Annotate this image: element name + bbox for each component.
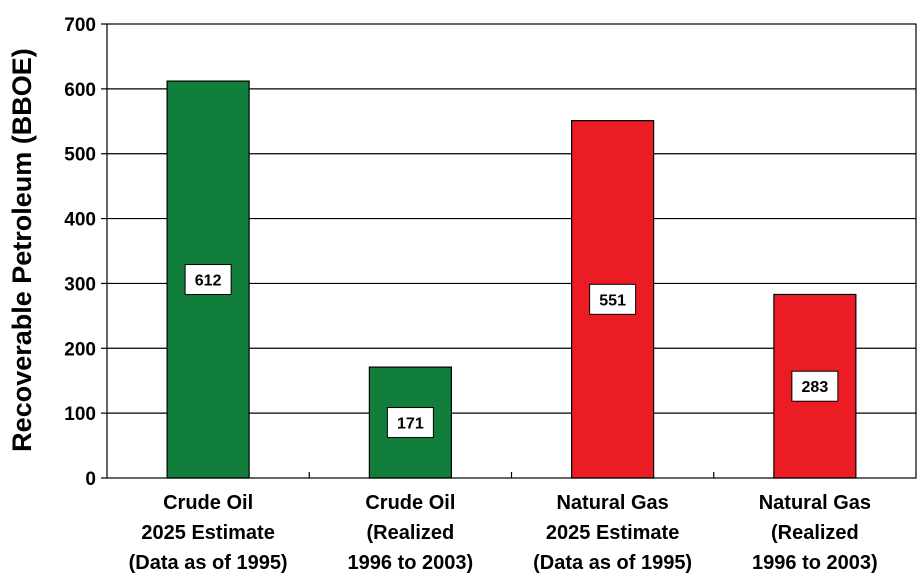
y-tick-label: 500 — [64, 145, 96, 166]
x-category-label: Natural Gas — [759, 492, 871, 514]
y-tick-label: 100 — [64, 404, 96, 425]
x-category-label: 2025 Estimate — [141, 522, 274, 544]
y-tick-label: 0 — [85, 469, 96, 490]
x-category-label: Crude Oil — [163, 492, 253, 514]
data-label-box — [589, 283, 637, 315]
bars: 612 171 551 283 — [166, 80, 857, 479]
data-label: 612 — [195, 273, 222, 290]
data-label-box — [386, 407, 434, 439]
x-category-label: (Data as of 1995) — [533, 552, 692, 574]
data-label-box — [791, 370, 839, 402]
x-category-label: 1996 to 2003) — [348, 552, 474, 574]
y-tick-label: 300 — [64, 274, 96, 295]
data-label-box — [184, 264, 232, 296]
y-axis-title: Recoverable Petroleum (BBOE) — [7, 48, 37, 452]
data-label: 283 — [802, 379, 829, 396]
x-category-label: Crude Oil — [365, 492, 455, 514]
plot-frame — [106, 23, 917, 479]
x-category-label: 1996 to 2003) — [752, 552, 878, 574]
y-tick-label: 400 — [64, 210, 96, 231]
x-category-label: (Realized — [366, 522, 454, 544]
y-tick-label: 700 — [64, 15, 96, 36]
x-category-label: 2025 Estimate — [546, 522, 679, 544]
x-category-label: (Data as of 1995) — [129, 552, 288, 574]
data-label: 171 — [397, 416, 424, 433]
y-axis-ticks: 0 100 200 300 400 500 600 700 — [64, 15, 107, 490]
y-tick-label: 600 — [64, 80, 96, 101]
x-category-label: (Realized — [771, 522, 859, 544]
x-category-label: Natural Gas — [556, 492, 668, 514]
data-label: 551 — [599, 292, 626, 309]
x-axis-categories: Crude Oil 2025 Estimate (Data as of 1995) C… — [129, 492, 878, 574]
y-tick-label: 200 — [64, 339, 96, 360]
